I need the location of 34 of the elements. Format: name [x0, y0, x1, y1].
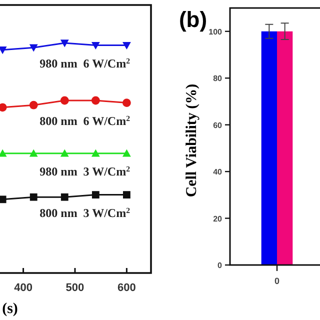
point [60, 149, 69, 157]
point [91, 149, 100, 157]
chart-title: (b) [178, 7, 208, 32]
y-tick-label: 0 [218, 261, 223, 270]
point [60, 40, 69, 48]
point [91, 96, 100, 105]
point [60, 96, 69, 105]
series-label: 800 nm 6 W/Cm$^{2}$ [40, 113, 130, 128]
y-tick-label: 20 [213, 214, 223, 224]
point [29, 100, 38, 110]
y-axis-title: Cell Viability (%) [184, 84, 200, 198]
point [0, 196, 6, 204]
x-tick-label: 600 [118, 282, 136, 294]
x-tick-label: 500 [66, 282, 84, 294]
point [122, 149, 131, 157]
x-tick-label: 0 [274, 276, 280, 286]
point [29, 149, 38, 157]
y-tick-label: 80 [213, 74, 223, 84]
point [91, 42, 100, 50]
x-axis-title: (s) [2, 301, 18, 317]
point [30, 193, 38, 201]
point [122, 191, 130, 198]
y-tick-label: 100 [208, 27, 223, 36]
point [60, 193, 68, 201]
point [29, 44, 38, 52]
y-tick-label: 60 [213, 120, 223, 130]
point [122, 98, 131, 107]
series-label: 980 nm 6 W/Cm$^{2}$ [40, 56, 130, 70]
y-tick-label: 40 [213, 168, 223, 177]
point [122, 42, 131, 50]
series-label: 800 nm 3 W/Cm$^{2}$ [40, 205, 130, 220]
x-tick-label: 400 [14, 282, 32, 294]
point [92, 191, 100, 198]
series-label: 980 nm 3 W/Cm$^{2}$ [40, 164, 130, 178]
